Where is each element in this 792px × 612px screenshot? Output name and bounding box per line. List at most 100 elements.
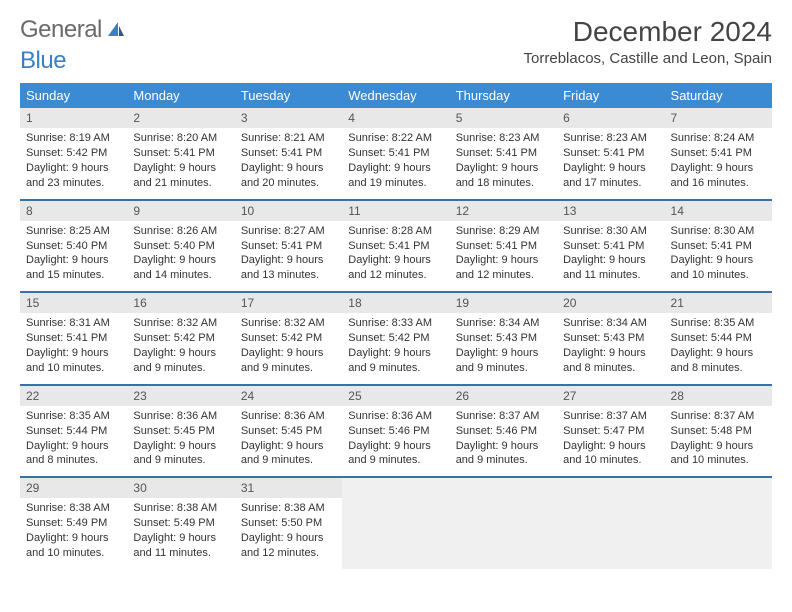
day-details: Sunrise: 8:23 AMSunset: 5:41 PMDaylight:… xyxy=(450,128,557,198)
day-details: Sunrise: 8:36 AMSunset: 5:46 PMDaylight:… xyxy=(342,406,449,476)
day-number: 29 xyxy=(20,478,127,498)
weekday-header: Saturday xyxy=(665,83,772,108)
day-details: Sunrise: 8:37 AMSunset: 5:48 PMDaylight:… xyxy=(665,406,772,476)
day-details: Sunrise: 8:37 AMSunset: 5:47 PMDaylight:… xyxy=(557,406,664,476)
calendar-cell: 5Sunrise: 8:23 AMSunset: 5:41 PMDaylight… xyxy=(450,108,557,200)
day-details: Sunrise: 8:32 AMSunset: 5:42 PMDaylight:… xyxy=(235,313,342,383)
day-details: Sunrise: 8:35 AMSunset: 5:44 PMDaylight:… xyxy=(665,313,772,383)
day-number: 8 xyxy=(20,201,127,221)
calendar-row: 22Sunrise: 8:35 AMSunset: 5:44 PMDayligh… xyxy=(20,385,772,478)
calendar-cell: 23Sunrise: 8:36 AMSunset: 5:45 PMDayligh… xyxy=(127,385,234,478)
calendar-row: 1Sunrise: 8:19 AMSunset: 5:42 PMDaylight… xyxy=(20,108,772,200)
calendar-cell: 22Sunrise: 8:35 AMSunset: 5:44 PMDayligh… xyxy=(20,385,127,478)
day-number: 11 xyxy=(342,201,449,221)
day-details: Sunrise: 8:23 AMSunset: 5:41 PMDaylight:… xyxy=(557,128,664,198)
day-details: Sunrise: 8:38 AMSunset: 5:49 PMDaylight:… xyxy=(127,498,234,568)
calendar-cell: 25Sunrise: 8:36 AMSunset: 5:46 PMDayligh… xyxy=(342,385,449,478)
calendar-table: Sunday Monday Tuesday Wednesday Thursday… xyxy=(20,83,772,569)
page-title: December 2024 xyxy=(524,16,772,48)
weekday-header: Tuesday xyxy=(235,83,342,108)
day-number: 5 xyxy=(450,108,557,128)
weekday-header-row: Sunday Monday Tuesday Wednesday Thursday… xyxy=(20,83,772,108)
day-number: 7 xyxy=(665,108,772,128)
day-details: Sunrise: 8:33 AMSunset: 5:42 PMDaylight:… xyxy=(342,313,449,383)
weekday-header: Thursday xyxy=(450,83,557,108)
day-details: Sunrise: 8:25 AMSunset: 5:40 PMDaylight:… xyxy=(20,221,127,291)
day-details: Sunrise: 8:19 AMSunset: 5:42 PMDaylight:… xyxy=(20,128,127,198)
calendar-cell: 16Sunrise: 8:32 AMSunset: 5:42 PMDayligh… xyxy=(127,292,234,385)
day-number: 16 xyxy=(127,293,234,313)
calendar-cell: 15Sunrise: 8:31 AMSunset: 5:41 PMDayligh… xyxy=(20,292,127,385)
day-number: 31 xyxy=(235,478,342,498)
calendar-cell: 31Sunrise: 8:38 AMSunset: 5:50 PMDayligh… xyxy=(235,477,342,569)
day-number: 1 xyxy=(20,108,127,128)
day-details: Sunrise: 8:34 AMSunset: 5:43 PMDaylight:… xyxy=(450,313,557,383)
calendar-cell xyxy=(665,477,772,569)
day-number: 26 xyxy=(450,386,557,406)
day-details: Sunrise: 8:32 AMSunset: 5:42 PMDaylight:… xyxy=(127,313,234,383)
calendar-cell: 12Sunrise: 8:29 AMSunset: 5:41 PMDayligh… xyxy=(450,200,557,293)
day-number: 9 xyxy=(127,201,234,221)
calendar-cell: 13Sunrise: 8:30 AMSunset: 5:41 PMDayligh… xyxy=(557,200,664,293)
logo: General xyxy=(20,16,130,44)
calendar-cell: 4Sunrise: 8:22 AMSunset: 5:41 PMDaylight… xyxy=(342,108,449,200)
weekday-header: Wednesday xyxy=(342,83,449,108)
calendar-cell: 6Sunrise: 8:23 AMSunset: 5:41 PMDaylight… xyxy=(557,108,664,200)
weekday-header: Monday xyxy=(127,83,234,108)
day-details: Sunrise: 8:28 AMSunset: 5:41 PMDaylight:… xyxy=(342,221,449,291)
day-number: 20 xyxy=(557,293,664,313)
day-details: Sunrise: 8:22 AMSunset: 5:41 PMDaylight:… xyxy=(342,128,449,198)
day-details: Sunrise: 8:27 AMSunset: 5:41 PMDaylight:… xyxy=(235,221,342,291)
day-details: Sunrise: 8:36 AMSunset: 5:45 PMDaylight:… xyxy=(235,406,342,476)
day-number: 21 xyxy=(665,293,772,313)
day-number: 15 xyxy=(20,293,127,313)
day-details: Sunrise: 8:26 AMSunset: 5:40 PMDaylight:… xyxy=(127,221,234,291)
calendar-cell: 29Sunrise: 8:38 AMSunset: 5:49 PMDayligh… xyxy=(20,477,127,569)
calendar-cell: 30Sunrise: 8:38 AMSunset: 5:49 PMDayligh… xyxy=(127,477,234,569)
day-number: 19 xyxy=(450,293,557,313)
logo-text-gray: General xyxy=(20,16,102,44)
day-number: 22 xyxy=(20,386,127,406)
calendar-cell: 26Sunrise: 8:37 AMSunset: 5:46 PMDayligh… xyxy=(450,385,557,478)
day-details: Sunrise: 8:37 AMSunset: 5:46 PMDaylight:… xyxy=(450,406,557,476)
day-details: Sunrise: 8:35 AMSunset: 5:44 PMDaylight:… xyxy=(20,406,127,476)
day-details: Sunrise: 8:34 AMSunset: 5:43 PMDaylight:… xyxy=(557,313,664,383)
day-details: Sunrise: 8:24 AMSunset: 5:41 PMDaylight:… xyxy=(665,128,772,198)
day-number: 10 xyxy=(235,201,342,221)
day-details: Sunrise: 8:38 AMSunset: 5:49 PMDaylight:… xyxy=(20,498,127,568)
calendar-cell: 9Sunrise: 8:26 AMSunset: 5:40 PMDaylight… xyxy=(127,200,234,293)
calendar-cell: 27Sunrise: 8:37 AMSunset: 5:47 PMDayligh… xyxy=(557,385,664,478)
weekday-header: Sunday xyxy=(20,83,127,108)
day-number: 24 xyxy=(235,386,342,406)
day-number: 6 xyxy=(557,108,664,128)
day-details: Sunrise: 8:29 AMSunset: 5:41 PMDaylight:… xyxy=(450,221,557,291)
day-number: 13 xyxy=(557,201,664,221)
logo-text-blue: Blue xyxy=(20,47,772,75)
calendar-cell: 21Sunrise: 8:35 AMSunset: 5:44 PMDayligh… xyxy=(665,292,772,385)
day-details: Sunrise: 8:21 AMSunset: 5:41 PMDaylight:… xyxy=(235,128,342,198)
day-details: Sunrise: 8:36 AMSunset: 5:45 PMDaylight:… xyxy=(127,406,234,476)
calendar-cell: 24Sunrise: 8:36 AMSunset: 5:45 PMDayligh… xyxy=(235,385,342,478)
day-number: 2 xyxy=(127,108,234,128)
calendar-cell: 1Sunrise: 8:19 AMSunset: 5:42 PMDaylight… xyxy=(20,108,127,200)
day-number: 25 xyxy=(342,386,449,406)
calendar-cell: 11Sunrise: 8:28 AMSunset: 5:41 PMDayligh… xyxy=(342,200,449,293)
day-details: Sunrise: 8:38 AMSunset: 5:50 PMDaylight:… xyxy=(235,498,342,568)
calendar-cell: 3Sunrise: 8:21 AMSunset: 5:41 PMDaylight… xyxy=(235,108,342,200)
day-number: 27 xyxy=(557,386,664,406)
day-details: Sunrise: 8:30 AMSunset: 5:41 PMDaylight:… xyxy=(665,221,772,291)
logo-sail-icon xyxy=(106,20,126,40)
day-number: 12 xyxy=(450,201,557,221)
calendar-cell xyxy=(450,477,557,569)
day-number: 17 xyxy=(235,293,342,313)
calendar-cell: 28Sunrise: 8:37 AMSunset: 5:48 PMDayligh… xyxy=(665,385,772,478)
day-number: 30 xyxy=(127,478,234,498)
day-number: 4 xyxy=(342,108,449,128)
day-number: 18 xyxy=(342,293,449,313)
day-number: 23 xyxy=(127,386,234,406)
calendar-row: 15Sunrise: 8:31 AMSunset: 5:41 PMDayligh… xyxy=(20,292,772,385)
day-details: Sunrise: 8:31 AMSunset: 5:41 PMDaylight:… xyxy=(20,313,127,383)
calendar-cell: 8Sunrise: 8:25 AMSunset: 5:40 PMDaylight… xyxy=(20,200,127,293)
calendar-row: 8Sunrise: 8:25 AMSunset: 5:40 PMDaylight… xyxy=(20,200,772,293)
calendar-cell: 20Sunrise: 8:34 AMSunset: 5:43 PMDayligh… xyxy=(557,292,664,385)
